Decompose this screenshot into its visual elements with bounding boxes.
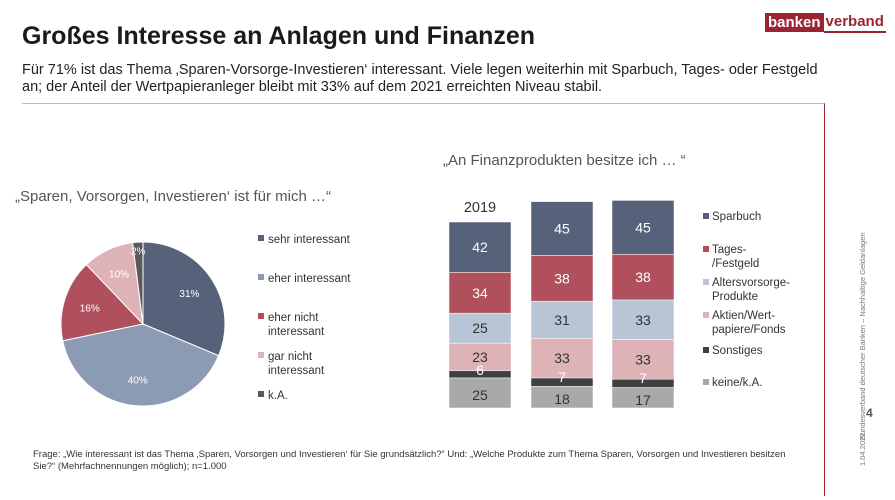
- bar-value-label: 33: [554, 350, 570, 366]
- pie-legend-label: k.A.: [268, 390, 288, 402]
- bar-value-label: 6: [476, 362, 484, 378]
- logo-part-banken: banken: [765, 12, 824, 32]
- bar-segment: [530, 386, 594, 409]
- bar-segment: [611, 339, 675, 380]
- bar-legend-label: papiere/Fonds: [712, 324, 786, 336]
- pie-slice: [62, 323, 220, 407]
- bar-segment: [448, 221, 512, 273]
- pie-slice: [60, 263, 144, 342]
- pie-slice: [142, 241, 226, 357]
- bar-legend-label: Sparbuch: [712, 211, 761, 223]
- bar-value-label: 7: [558, 369, 566, 385]
- pie-value-label: 40%: [128, 376, 148, 387]
- bar-legend-label: Altersvorsorge-: [712, 277, 790, 289]
- bar-value-label: 18: [554, 391, 570, 407]
- logo-part-verband: verband: [823, 12, 886, 33]
- bar-legend-swatch: [703, 279, 709, 285]
- footnote: Frage: „Wie interessant ist das Thema ‚S…: [33, 449, 786, 472]
- bar-value-label: 25: [472, 320, 488, 336]
- bar-legend-label: Sonstiges: [712, 345, 763, 357]
- bar-value-label: 25: [472, 387, 488, 403]
- bar-legend-label: Aktien/Wert-: [712, 310, 775, 322]
- pie-legend-label: gar nicht: [268, 351, 313, 363]
- page-subtitle: Für 71% ist das Thema ‚Sparen-Vorsorge-I…: [22, 62, 818, 95]
- bar-legend-swatch: [703, 379, 709, 385]
- bar-segment: [530, 201, 594, 256]
- bar-legend-swatch: [703, 213, 709, 219]
- bar-segment: [530, 300, 594, 339]
- page-title: Großes Interesse an Anlagen und Finanzen: [22, 22, 536, 50]
- pie-legend-swatch: [258, 235, 264, 241]
- bankenverband-logo: banken verband: [765, 12, 886, 33]
- date-label: 1.04.2022: [858, 432, 867, 466]
- pie-slice: [132, 241, 144, 325]
- pie-legend-swatch: [258, 274, 264, 280]
- pie-value-label: 2%: [131, 246, 146, 257]
- bar-legend-label: Produkte: [712, 291, 758, 303]
- bar-legend-label: /Festgeld: [712, 258, 759, 270]
- bar-segment: [530, 255, 594, 302]
- pie-legend-label: interessant: [268, 365, 325, 377]
- bar-segment: [611, 387, 675, 409]
- bar-segment: [448, 342, 512, 372]
- pie-legend-swatch: [258, 391, 264, 397]
- bar-value-label: 31: [554, 312, 570, 328]
- bar-segment: [611, 254, 675, 301]
- side-caption: Bundesverband deutscher Banken – Nachhal…: [858, 232, 867, 440]
- bar-segment: [611, 200, 675, 255]
- bar-chart-title: „An Finanzprodukten besitze ich … “: [443, 152, 686, 169]
- bar-value-label: 7: [639, 370, 647, 386]
- pie-chart-title: „Sparen, Vorsorgen, Investieren‘ ist für…: [15, 188, 331, 205]
- bar-value-label: 23: [472, 349, 488, 365]
- bar-legend-label: Tages-: [712, 244, 747, 256]
- bar-legend-swatch: [703, 246, 709, 252]
- bar-value-label: 34: [472, 285, 488, 301]
- bar-legend-swatch: [703, 312, 709, 318]
- bar-segment: [530, 338, 594, 379]
- page-number: 4: [866, 406, 873, 420]
- bar-value-label: 33: [635, 351, 651, 367]
- bar-value-label: 38: [554, 270, 570, 286]
- bar-value-label: 17: [635, 392, 651, 408]
- pie-legend-swatch: [258, 352, 264, 358]
- bar-legend-swatch: [703, 347, 709, 353]
- pie-legend-swatch: [258, 313, 264, 319]
- bar-value-label: 42: [472, 239, 488, 255]
- bar-value-label: 38: [635, 269, 651, 285]
- bar-legend-label: keine/k.A.: [712, 377, 763, 389]
- pie-value-label: 31%: [179, 289, 199, 300]
- pie-legend-label: eher interessant: [268, 273, 351, 285]
- pie-legend-label: eher nicht: [268, 312, 319, 324]
- content-frame: [22, 103, 825, 496]
- pie-value-label: 16%: [80, 303, 100, 314]
- bar-segment: [448, 377, 512, 409]
- pie-legend-label: sehr interessant: [268, 234, 351, 246]
- bar-value-label: 45: [635, 219, 651, 235]
- bar-segment: [611, 299, 675, 340]
- pie-value-label: 10%: [109, 270, 129, 281]
- bar-category-label: 2019: [464, 200, 496, 216]
- bar-value-label: 33: [635, 312, 651, 328]
- pie-legend-label: interessant: [268, 326, 325, 338]
- bar-value-label: 45: [554, 221, 570, 237]
